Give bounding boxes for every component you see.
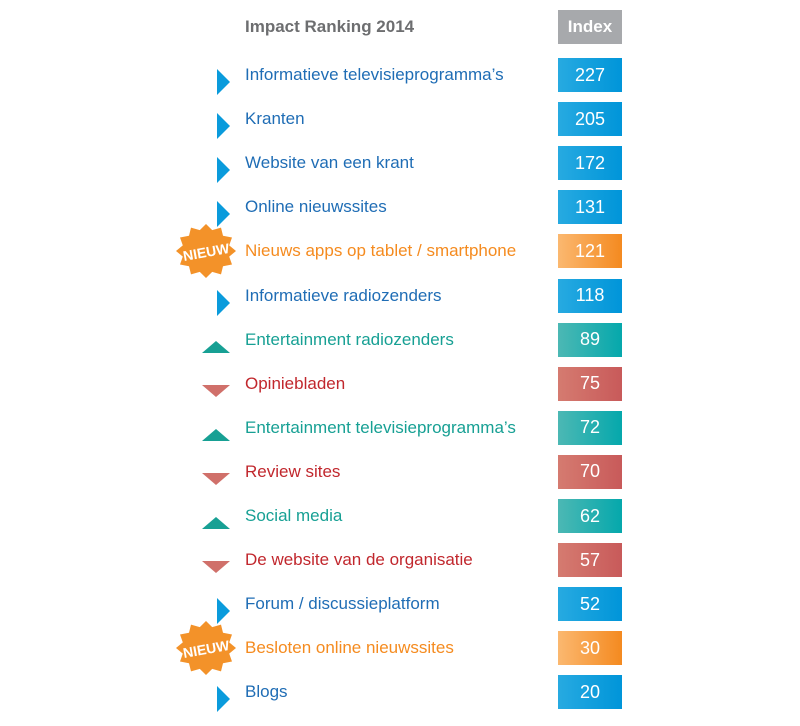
index-value: 121 bbox=[558, 234, 622, 269]
index-value: 57 bbox=[558, 543, 622, 578]
table-row: Informatieve televisieprogramma’s 227 bbox=[0, 58, 800, 95]
row-label: Blogs bbox=[245, 682, 288, 702]
new-badge-icon: NIEUW bbox=[176, 224, 236, 279]
row-label: Review sites bbox=[245, 461, 341, 481]
index-value: 75 bbox=[558, 366, 622, 401]
row-label: Opiniebladen bbox=[245, 373, 346, 393]
index-value: 131 bbox=[558, 190, 622, 225]
trend-down-icon bbox=[202, 472, 230, 485]
table-row: Entertainment televisieprogramma’s 72 bbox=[0, 410, 800, 445]
row-label: Kranten bbox=[245, 109, 305, 129]
trend-down-icon bbox=[202, 384, 230, 397]
row-label: Besloten online nieuwssites bbox=[245, 638, 454, 658]
table-row: Blogs 20 bbox=[0, 675, 800, 713]
row-label: Entertainment radiozenders bbox=[245, 329, 454, 349]
table-row: Review sites 70 bbox=[0, 454, 800, 489]
arrow-right-icon bbox=[217, 113, 230, 140]
index-header: Index bbox=[558, 10, 622, 44]
trend-up-icon bbox=[202, 340, 230, 353]
table-row: Kranten 205 bbox=[0, 102, 800, 140]
index-value: 89 bbox=[558, 322, 622, 357]
arrow-right-icon bbox=[217, 157, 230, 184]
arrow-right-icon bbox=[217, 201, 230, 228]
table-row: Website van een krant 172 bbox=[0, 146, 800, 184]
table-row: Entertainment radiozenders 89 bbox=[0, 322, 800, 357]
index-value: 70 bbox=[558, 454, 622, 489]
table-row: Informatieve radiozenders 118 bbox=[0, 278, 800, 316]
table-row: Forum / discussieplatform 52 bbox=[0, 587, 800, 625]
arrow-right-icon bbox=[217, 69, 230, 95]
index-value: 30 bbox=[558, 631, 622, 666]
row-label: Nieuws apps op tablet / smartphone bbox=[245, 241, 517, 261]
new-badge-icon: NIEUW bbox=[176, 621, 236, 676]
index-value: 72 bbox=[558, 410, 622, 445]
row-label: Informatieve televisieprogramma’s bbox=[245, 65, 504, 84]
row-label: Informatieve radiozenders bbox=[245, 285, 442, 305]
trend-up-icon bbox=[202, 428, 230, 441]
arrow-right-icon bbox=[217, 598, 230, 625]
table-row: Online nieuwssites 131 bbox=[0, 190, 800, 228]
trend-up-icon bbox=[202, 517, 230, 529]
arrow-right-icon bbox=[217, 289, 230, 316]
row-label: Online nieuwssites bbox=[245, 197, 387, 217]
table-row: NIEUW Besloten online nieuwssites 30 bbox=[0, 621, 800, 676]
index-value: 205 bbox=[558, 102, 622, 137]
row-label: Social media bbox=[245, 506, 343, 525]
arrow-right-icon bbox=[217, 686, 230, 713]
index-value: 172 bbox=[558, 146, 622, 181]
row-label: Website van een krant bbox=[245, 153, 414, 173]
index-value: 52 bbox=[558, 587, 622, 622]
chart-title: Impact Ranking 2014 bbox=[245, 17, 415, 36]
index-value: 20 bbox=[558, 675, 622, 710]
table-row: De website van de organisatie 57 bbox=[0, 543, 800, 578]
table-row: NIEUW Nieuws apps op tablet / smartphone 1… bbox=[0, 224, 800, 279]
index-value: 62 bbox=[558, 499, 622, 533]
row-label: Entertainment televisieprogramma’s bbox=[245, 417, 516, 437]
table-row: Social media 62 bbox=[0, 499, 800, 533]
row-label: De website van de organisatie bbox=[245, 550, 473, 570]
table-row: Opiniebladen 75 bbox=[0, 366, 800, 401]
index-value: 118 bbox=[558, 278, 622, 313]
index-value: 227 bbox=[558, 58, 622, 92]
row-label: Forum / discussieplatform bbox=[245, 594, 440, 614]
trend-down-icon bbox=[202, 561, 230, 574]
